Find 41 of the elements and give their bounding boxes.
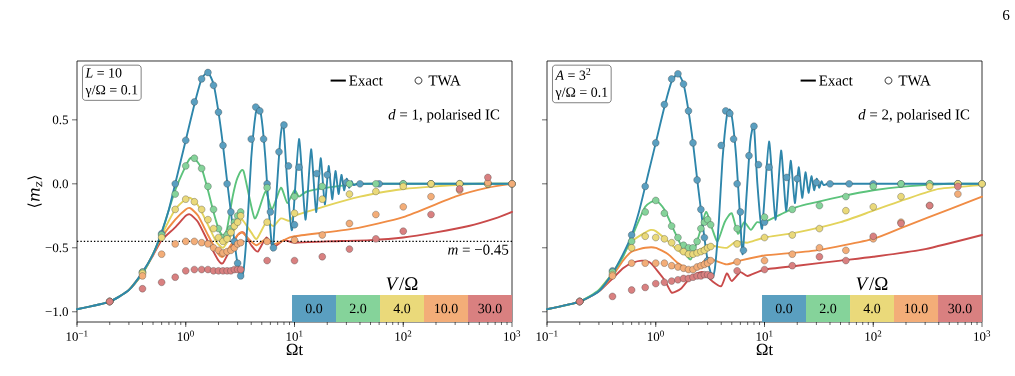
annotation: Exact [349, 75, 383, 86]
text: 10.0 [905, 303, 928, 314]
x-tick-label: 10$^{−1}$ [536, 330, 558, 341]
x-tick-label: 10$^{3}$ [974, 330, 991, 341]
y-tick-label: −0.5 [45, 243, 68, 253]
text: 2.0 [349, 303, 367, 314]
x-tick-label: 10$^{0}$ [647, 330, 664, 342]
ref-line-label: m = −0.45 [448, 244, 509, 255]
x-tick-label: 10$^{3}$ [504, 330, 521, 341]
annotation: γ/Ω = 0.1 [85, 85, 138, 98]
text: 6 [1003, 9, 1010, 21]
y-tick-label: −1.0 [45, 307, 69, 317]
text: 4.0 [393, 303, 411, 314]
text: 30.0 [478, 303, 502, 314]
x-tick-label: 10$^{2}$ [395, 330, 412, 341]
text: 0.0 [305, 303, 323, 314]
text: 0.0 [775, 303, 793, 314]
x-tick-label: 10$^{0}$ [177, 330, 194, 342]
y-axis-title: ⟨m$_{z}$⟩ [27, 175, 43, 208]
annotation: Exact [819, 75, 853, 86]
text: 30.0 [948, 303, 972, 314]
x-tick-label: 10$^{1}$ [286, 330, 303, 341]
text: 4.0 [863, 303, 881, 314]
legend-title: V/Ω [386, 277, 418, 291]
x-tick-label: 10$^{2}$ [865, 330, 882, 341]
annotation: A = 3$^{2}$ [554, 68, 591, 80]
y-tick-label: 0.0 [52, 179, 69, 189]
x-tick-label: 10$^{1}$ [756, 330, 773, 341]
annotation: TWA [898, 75, 931, 86]
x-axis-title: Ωt [286, 343, 304, 356]
annotation: L = 10 [85, 68, 122, 78]
annotation: γ/Ω = 0.1 [555, 87, 608, 100]
text: 10.0 [435, 303, 458, 314]
text: 2.0 [819, 303, 837, 314]
x-axis-title: Ωt [756, 343, 774, 356]
annotation: TWA [428, 75, 461, 86]
annotation: d = 1, polarised IC [388, 109, 500, 123]
annotation: d = 2, polarised IC [858, 109, 970, 123]
y-tick-label: 0.5 [52, 115, 68, 125]
x-tick-label: 10$^{−1}$ [66, 330, 88, 341]
legend-title: V/Ω [856, 277, 888, 291]
